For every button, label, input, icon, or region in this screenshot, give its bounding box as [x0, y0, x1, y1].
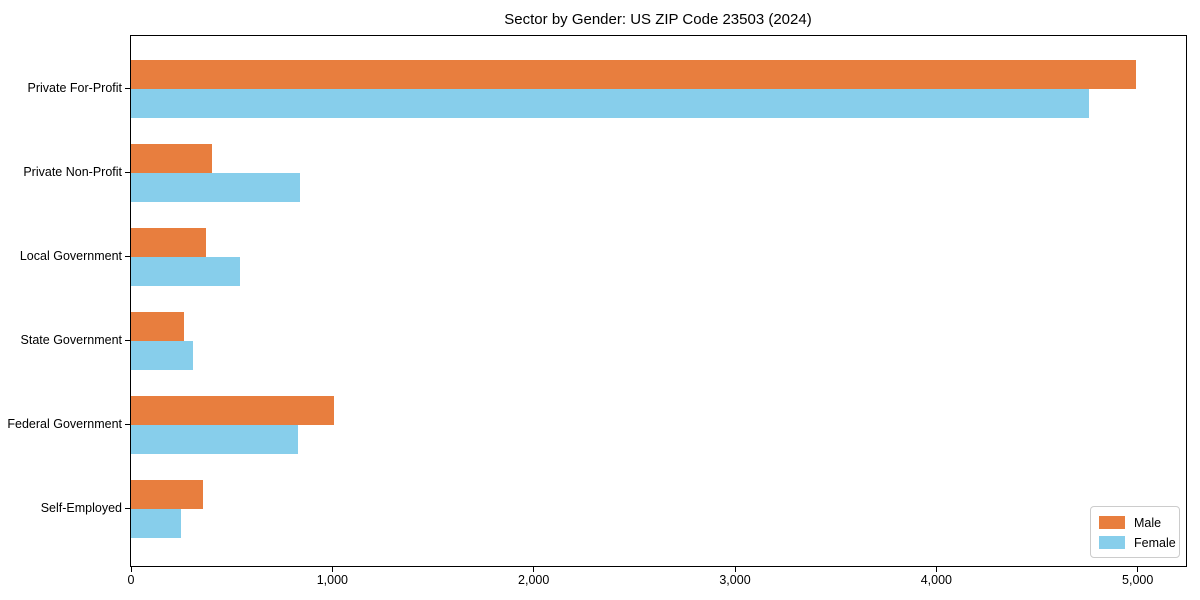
- x-tick-mark: [130, 567, 132, 572]
- x-tick-mark: [533, 567, 535, 572]
- x-tick-mark: [935, 567, 937, 572]
- y-tick-label: Private Non-Profit: [23, 164, 122, 179]
- x-tick-mark: [331, 567, 333, 572]
- bar-female-4: [131, 424, 299, 454]
- chart-title: Sector by Gender: US ZIP Code 23503 (202…: [504, 11, 812, 28]
- y-tick-mark: [125, 423, 130, 425]
- y-tick-mark: [125, 87, 130, 89]
- legend-label: Female: [1134, 535, 1176, 550]
- legend: Male Female: [1090, 506, 1180, 558]
- bar-female-0: [131, 88, 1090, 118]
- bar-male-3: [131, 311, 185, 341]
- x-tick-label: 0: [127, 573, 135, 587]
- x-tick-mark: [1137, 567, 1139, 572]
- bar-female-3: [131, 340, 194, 370]
- y-tick-label: Self-Employed: [40, 500, 122, 515]
- y-tick-label: State Government: [20, 332, 122, 347]
- legend-label: Male: [1134, 515, 1162, 530]
- bar-female-5: [131, 508, 182, 538]
- x-tick-label: 4,000: [920, 573, 952, 587]
- y-tick-mark: [125, 339, 130, 341]
- bar-male-0: [131, 59, 1136, 89]
- x-tick-label: 2,000: [518, 573, 550, 587]
- y-tick-mark: [125, 171, 130, 173]
- x-tick-label: 1,000: [316, 573, 348, 587]
- legend-entry-female: Female: [1099, 534, 1176, 551]
- bar-female-1: [131, 172, 301, 202]
- bar-male-1: [131, 143, 212, 173]
- y-tick-mark: [125, 255, 130, 257]
- bar-male-2: [131, 227, 206, 257]
- y-tick-mark: [125, 507, 130, 509]
- legend-entry-male: Male: [1099, 514, 1171, 531]
- bar-female-2: [131, 256, 240, 286]
- x-tick-label: 3,000: [719, 573, 751, 587]
- x-tick-mark: [734, 567, 736, 572]
- bar-male-4: [131, 395, 335, 425]
- y-tick-label: Local Government: [19, 248, 122, 263]
- legend-swatch-female: [1099, 536, 1125, 549]
- legend-swatch-male: [1099, 516, 1125, 529]
- y-tick-label: Private For-Profit: [27, 80, 122, 95]
- plot-area: [130, 35, 1187, 567]
- y-tick-label: Federal Government: [7, 416, 122, 431]
- bar-male-5: [131, 479, 203, 509]
- x-tick-label: 5,000: [1122, 573, 1154, 587]
